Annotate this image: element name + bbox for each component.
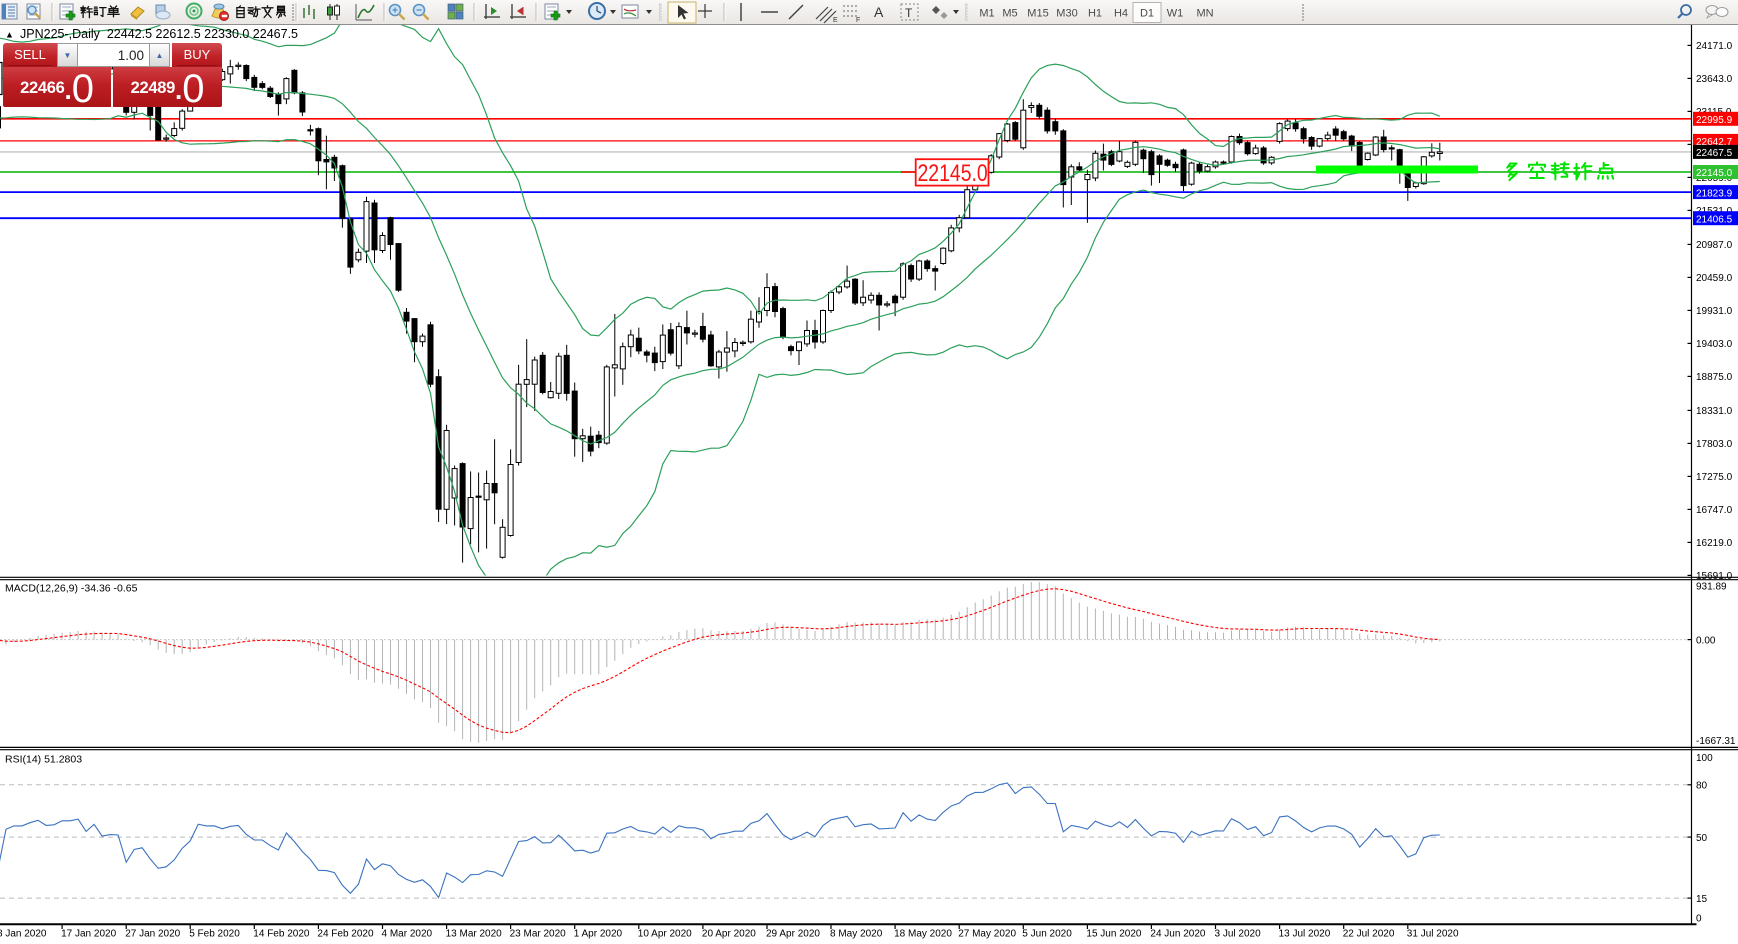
svg-text:3 Jul 2020: 3 Jul 2020 [1215,929,1262,940]
svg-text:29 Apr 2020: 29 Apr 2020 [766,929,820,940]
svg-text:21823.9: 21823.9 [1696,188,1733,199]
svg-text:▲: ▲ [5,30,14,40]
svg-text:A: A [874,4,884,20]
svg-text:20 Apr 2020: 20 Apr 2020 [702,929,756,940]
svg-text:H4: H4 [1114,8,1128,20]
svg-text:18331.0: 18331.0 [1696,406,1733,417]
svg-text:15691.0: 15691.0 [1696,571,1733,582]
svg-text:22995.9: 22995.9 [1696,115,1733,126]
svg-text:15: 15 [1696,894,1708,905]
svg-text:17 Jan 2020: 17 Jan 2020 [61,929,116,940]
svg-text:F: F [856,17,860,24]
svg-text:M1: M1 [979,8,994,20]
svg-text:80: 80 [1696,781,1708,792]
svg-text:E: E [833,17,838,24]
svg-text:10 Apr 2020: 10 Apr 2020 [638,929,692,940]
svg-text:22145.0: 22145.0 [918,159,988,186]
svg-text:14 Feb 2020: 14 Feb 2020 [253,929,310,940]
svg-text:17275.0: 17275.0 [1696,472,1733,483]
svg-text:0.00: 0.00 [1696,635,1716,646]
svg-text:13 Mar 2020: 13 Mar 2020 [446,929,503,940]
svg-text:5 Jun 2020: 5 Jun 2020 [1022,929,1072,940]
svg-text:50: 50 [1696,833,1708,844]
svg-text:8 Jan 2020: 8 Jan 2020 [0,929,47,940]
svg-text:H1: H1 [1088,8,1102,20]
svg-text:W1: W1 [1167,8,1184,20]
svg-text:13 Jul 2020: 13 Jul 2020 [1279,929,1331,940]
svg-text:0: 0 [1696,913,1702,924]
svg-text:MACD(12,26,9) -34.36 -0.65: MACD(12,26,9) -34.36 -0.65 [5,583,138,595]
svg-text:931.89: 931.89 [1696,581,1727,592]
svg-text:24171.0: 24171.0 [1696,41,1733,52]
svg-text:22467.5: 22467.5 [1696,148,1733,159]
svg-text:-1667.31: -1667.31 [1696,736,1736,747]
svg-text:18 May 2020: 18 May 2020 [894,929,952,940]
svg-text:100: 100 [1696,753,1713,764]
svg-text:31 Jul 2020: 31 Jul 2020 [1407,929,1459,940]
svg-text:17803.0: 17803.0 [1696,439,1733,450]
svg-text:16747.0: 16747.0 [1696,505,1733,516]
svg-text:M5: M5 [1002,8,1017,20]
svg-text:M15: M15 [1027,8,1048,20]
svg-text:5 Feb 2020: 5 Feb 2020 [189,929,240,940]
svg-text:23643.0: 23643.0 [1696,74,1733,85]
svg-text:RSI(14) 51.2803: RSI(14) 51.2803 [5,754,82,766]
svg-text:27 Jan 2020: 27 Jan 2020 [125,929,180,940]
svg-text:1 Apr 2020: 1 Apr 2020 [574,929,623,940]
svg-text:D1: D1 [1140,8,1154,20]
svg-text:24 Jun 2020: 24 Jun 2020 [1150,929,1205,940]
svg-text:8 May 2020: 8 May 2020 [830,929,883,940]
svg-text:18875.0: 18875.0 [1696,372,1733,383]
svg-text:JPN225-,Daily 22442.5 22612.5: JPN225-,Daily 22442.5 22612.5 22330.0 22… [20,27,298,41]
svg-text:20987.0: 20987.0 [1696,240,1733,251]
svg-text:M30: M30 [1056,8,1077,20]
svg-text:23 Mar 2020: 23 Mar 2020 [510,929,567,940]
svg-text:27 May 2020: 27 May 2020 [958,929,1016,940]
svg-text:22 Jul 2020: 22 Jul 2020 [1343,929,1395,940]
svg-text:22145.0: 22145.0 [1696,168,1733,179]
svg-text:22642.7: 22642.7 [1696,137,1733,148]
svg-text:15 Jun 2020: 15 Jun 2020 [1086,929,1141,940]
svg-text:MN: MN [1196,8,1213,20]
svg-text:21406.5: 21406.5 [1696,214,1733,225]
svg-text:T: T [905,6,913,20]
svg-text:24 Feb 2020: 24 Feb 2020 [317,929,374,940]
svg-text:20459.0: 20459.0 [1696,273,1733,284]
svg-text:4 Mar 2020: 4 Mar 2020 [382,929,433,940]
svg-text:19931.0: 19931.0 [1696,306,1733,317]
svg-text:19403.0: 19403.0 [1696,339,1733,350]
svg-text:16219.0: 16219.0 [1696,538,1733,549]
